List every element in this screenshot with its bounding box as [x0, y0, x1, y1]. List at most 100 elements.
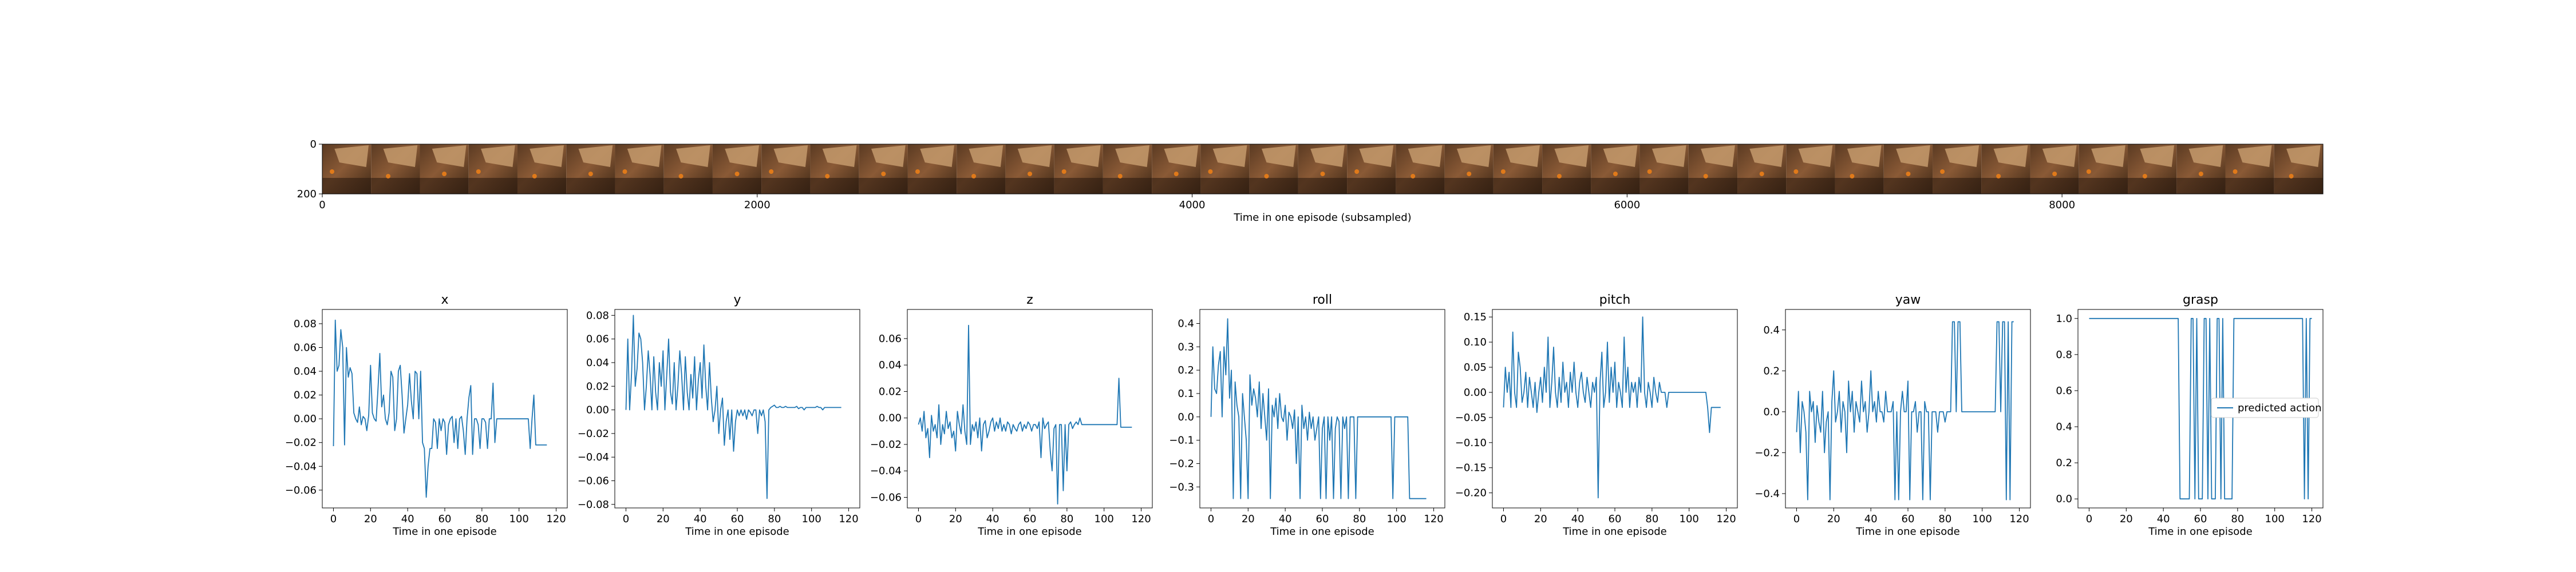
filmstrip-frame: [1981, 144, 2030, 194]
table-edge: [1688, 178, 1738, 194]
target-object: [1028, 172, 1033, 176]
robot-arm: [1456, 145, 1491, 167]
target-object: [2142, 174, 2147, 178]
legend-label: predicted action: [2238, 402, 2322, 414]
target-object: [588, 172, 593, 176]
table-edge: [1835, 178, 1884, 194]
y-tick-label: 0.02: [879, 386, 902, 398]
filmstrip-x-tick-label: 8000: [2049, 199, 2075, 211]
filmstrip-frame: [1249, 144, 1298, 194]
robot-arm: [1359, 145, 1394, 167]
x-tick-label: 20: [1827, 513, 1840, 525]
series-line: [918, 324, 1132, 505]
robot-arm: [334, 145, 369, 167]
target-object: [1940, 169, 1945, 174]
table-edge: [1737, 178, 1787, 194]
target-object: [1354, 169, 1360, 174]
filmstrip-frame: [1103, 144, 1152, 194]
x-tick-label: 100: [1680, 513, 1699, 525]
filmstrip-frame: [322, 144, 372, 194]
table-edge: [957, 178, 1006, 194]
x-tick-label: 100: [2265, 513, 2285, 525]
y-tick-label: 0.2: [2056, 457, 2072, 469]
y-tick-label: 0.1: [1178, 388, 1194, 400]
robot-arm: [2140, 145, 2175, 167]
target-object: [532, 174, 537, 178]
robot-arm: [822, 145, 857, 167]
y-tick-label: −0.2: [1755, 447, 1780, 459]
filmstrip-frame: [1883, 144, 1933, 194]
plot-area: [614, 309, 860, 509]
table-edge: [2176, 178, 2226, 194]
filmstrip-frame: [2225, 144, 2274, 194]
x-tick-label: 80: [475, 513, 488, 525]
filmstrip-frame: [663, 144, 713, 194]
y-tick-label: −0.08: [578, 499, 609, 511]
table-edge: [1981, 178, 2030, 194]
target-object: [330, 169, 335, 174]
x-axis-label: Time in one episode: [1562, 526, 1667, 538]
table-edge: [2030, 178, 2079, 194]
table-edge: [907, 178, 957, 194]
x-axis-label: Time in one episode: [685, 526, 789, 538]
x-tick-label: 80: [1938, 513, 1951, 525]
y-tick-label: 0.04: [294, 366, 317, 378]
target-object: [1703, 174, 1708, 178]
robot-arm: [1408, 145, 1443, 167]
y-tick-label: 0.08: [586, 309, 609, 321]
x-tick-label: 0: [2086, 513, 2092, 525]
table-edge: [1347, 178, 1396, 194]
robot-arm: [578, 145, 613, 167]
filmstrip-frame: [1396, 144, 1445, 194]
filmstrip-x-tick-label: 6000: [1614, 199, 1640, 211]
y-tick-label: −0.06: [870, 491, 902, 503]
y-tick-label: −0.04: [285, 460, 317, 472]
table-edge: [2274, 178, 2323, 194]
filmstrip-frame: [1786, 144, 1835, 194]
y-tick-label: 0.2: [1763, 365, 1780, 377]
y-tick-label: 1.0: [2056, 313, 2072, 325]
robot-arm: [871, 145, 906, 167]
x-tick-label: 120: [1424, 513, 1443, 525]
target-object: [622, 169, 627, 174]
filmstrip-frame: [1688, 144, 1738, 194]
x-tick-label: 0: [1793, 513, 1800, 525]
robot-arm: [1506, 145, 1540, 167]
x-tick-label: 120: [839, 513, 858, 525]
target-object: [1500, 169, 1506, 174]
target-object: [915, 169, 920, 174]
y-tick-label: 0.06: [586, 333, 609, 345]
series-line: [625, 315, 841, 499]
filmstrip-x-axis-label: Time in one episode (subsampled): [1233, 212, 1411, 224]
table-edge: [371, 178, 420, 194]
robot-arm: [1066, 145, 1101, 167]
filmstrip-x-tick-label: 4000: [1179, 199, 1206, 211]
subplot-x: x 0 20 40 60 80 100 120 0.08 0.06 0.04 0.02 0.00 −0.0…: [285, 293, 568, 538]
y-tick-label: 0.00: [586, 404, 609, 416]
y-tick-label: 0.02: [586, 380, 609, 392]
series-line: [1210, 318, 1427, 499]
plot-area: [322, 309, 568, 509]
target-object: [1850, 174, 1855, 178]
robot-arm: [1310, 145, 1345, 167]
y-tick-label: 0.3: [1178, 341, 1194, 353]
table-edge: [1005, 178, 1054, 194]
target-object: [2198, 172, 2203, 176]
filmstrip-frame: [859, 144, 908, 194]
x-tick-label: 60: [2194, 513, 2207, 525]
y-tick-label: −0.02: [285, 437, 317, 449]
subplot-y: y 0 20 40 60 80 100 120 0.08 0.06 0.04 0.02 0.00 −0.0…: [578, 293, 860, 538]
filmstrip-frame: [810, 144, 859, 194]
x-tick-label: 0: [1208, 513, 1214, 525]
table-edge: [2128, 178, 2177, 194]
filmstrip-frame: [1591, 144, 1640, 194]
filmstrip-frame: [566, 144, 615, 194]
x-tick-label: 120: [546, 513, 566, 525]
x-tick-label: 60: [1024, 513, 1037, 525]
robot-arm: [1701, 145, 1735, 167]
robot-arm: [1847, 145, 1882, 167]
table-edge: [2079, 178, 2128, 194]
table-edge: [1933, 178, 1982, 194]
subplot-title: pitch: [1599, 293, 1631, 307]
y-tick-label: −0.1: [1169, 435, 1194, 447]
